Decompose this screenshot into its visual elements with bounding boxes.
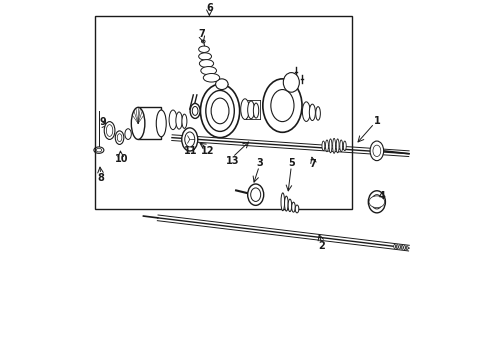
Ellipse shape <box>394 244 395 248</box>
Text: 13: 13 <box>226 156 239 166</box>
Ellipse shape <box>156 110 166 137</box>
Ellipse shape <box>185 132 195 147</box>
Ellipse shape <box>343 141 346 151</box>
Ellipse shape <box>117 134 122 141</box>
Ellipse shape <box>369 196 385 208</box>
Ellipse shape <box>201 40 205 43</box>
Ellipse shape <box>401 245 403 249</box>
Ellipse shape <box>200 84 240 138</box>
Ellipse shape <box>325 140 328 152</box>
Ellipse shape <box>216 79 228 90</box>
Ellipse shape <box>96 148 102 152</box>
Text: 10: 10 <box>115 154 128 164</box>
Bar <box>96 17 352 209</box>
Ellipse shape <box>182 128 198 151</box>
Ellipse shape <box>368 191 386 213</box>
Ellipse shape <box>169 110 177 130</box>
Ellipse shape <box>322 141 325 151</box>
Ellipse shape <box>371 195 382 209</box>
Text: 7: 7 <box>309 159 316 169</box>
Ellipse shape <box>271 90 294 122</box>
Text: 8: 8 <box>97 173 104 183</box>
Ellipse shape <box>251 188 261 202</box>
Ellipse shape <box>247 101 254 119</box>
Ellipse shape <box>406 246 408 250</box>
Ellipse shape <box>201 67 217 75</box>
Ellipse shape <box>198 46 209 53</box>
Ellipse shape <box>295 205 299 213</box>
Ellipse shape <box>176 112 182 129</box>
Ellipse shape <box>211 98 229 124</box>
Text: 6: 6 <box>206 3 213 13</box>
Text: 11: 11 <box>184 146 197 156</box>
Ellipse shape <box>340 140 343 152</box>
Ellipse shape <box>281 193 285 211</box>
Ellipse shape <box>104 122 115 139</box>
Ellipse shape <box>370 141 384 161</box>
Ellipse shape <box>182 114 187 129</box>
Ellipse shape <box>198 53 212 60</box>
Text: 3: 3 <box>256 158 263 168</box>
Ellipse shape <box>115 131 124 144</box>
Ellipse shape <box>285 196 288 211</box>
Ellipse shape <box>125 129 131 139</box>
Text: 4: 4 <box>379 192 386 202</box>
Ellipse shape <box>253 103 259 118</box>
Ellipse shape <box>190 103 200 118</box>
Ellipse shape <box>404 246 406 250</box>
Text: 9: 9 <box>99 117 106 127</box>
Text: 12: 12 <box>201 146 214 156</box>
Ellipse shape <box>288 199 292 212</box>
Bar <box>138 107 161 139</box>
Ellipse shape <box>336 139 339 153</box>
Ellipse shape <box>131 107 145 139</box>
Text: 7: 7 <box>199 29 206 39</box>
Ellipse shape <box>203 73 220 82</box>
Ellipse shape <box>241 99 249 120</box>
Ellipse shape <box>106 125 113 136</box>
Ellipse shape <box>399 245 400 249</box>
Ellipse shape <box>199 60 214 67</box>
Ellipse shape <box>283 73 299 92</box>
Ellipse shape <box>333 138 336 153</box>
Ellipse shape <box>192 107 198 116</box>
Ellipse shape <box>373 145 381 157</box>
Ellipse shape <box>94 147 104 153</box>
Ellipse shape <box>263 79 302 132</box>
Text: 1: 1 <box>373 116 380 126</box>
Ellipse shape <box>371 198 383 206</box>
Text: 2: 2 <box>318 241 325 251</box>
Ellipse shape <box>329 139 332 153</box>
Ellipse shape <box>396 244 398 249</box>
Ellipse shape <box>206 90 234 131</box>
Ellipse shape <box>309 104 316 121</box>
Text: 5: 5 <box>288 158 294 168</box>
Ellipse shape <box>247 184 264 205</box>
Ellipse shape <box>373 199 380 204</box>
Ellipse shape <box>292 202 295 212</box>
Ellipse shape <box>302 102 310 121</box>
Ellipse shape <box>316 107 320 120</box>
